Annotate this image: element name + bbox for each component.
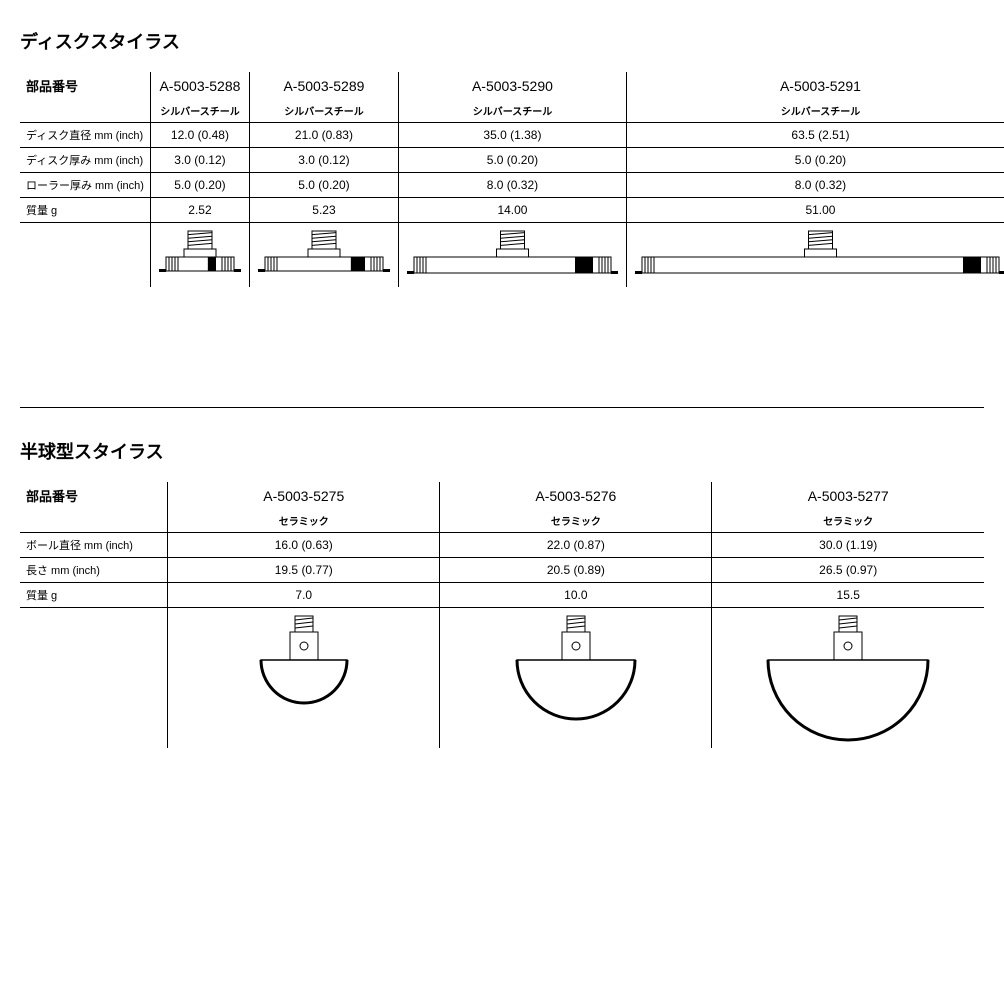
spec-value: 8.0 (0.32) [398,173,626,198]
spec-row-label: ローラー厚み mm (inch) [20,173,150,198]
spec-value: 35.0 (1.38) [398,123,626,148]
spec-row-label: ディスク厚み mm (inch) [20,148,150,173]
spec-value: 3.0 (0.12) [150,148,249,173]
spec-value: 5.0 (0.20) [249,173,398,198]
spec-value: 5.0 (0.20) [626,148,1004,173]
material-label: セラミック [440,509,712,533]
part-number: A-5003-5290 [398,72,626,99]
spec-row-label: 長さ mm (inch) [20,558,168,583]
product-drawing [249,223,398,288]
product-drawing [712,608,984,749]
material-label: シルバースチール [150,99,249,123]
material-label: シルバースチール [249,99,398,123]
product-drawing [168,608,440,749]
part-number: A-5003-5277 [712,482,984,509]
spec-value: 20.5 (0.89) [440,558,712,583]
spec-value: 7.0 [168,583,440,608]
material-label: シルバースチール [626,99,1004,123]
spec-row-label: 質量 g [20,583,168,608]
spec-value: 63.5 (2.51) [626,123,1004,148]
spec-value: 12.0 (0.48) [150,123,249,148]
part-number: A-5003-5276 [440,482,712,509]
spec-value: 14.00 [398,198,626,223]
disc-stylus-table: 部品番号A-5003-5288A-5003-5289A-5003-5290A-5… [20,72,1004,287]
part-number-label: 部品番号 [20,72,150,99]
material-label: セラミック [712,509,984,533]
spec-value: 5.23 [249,198,398,223]
section2-title: 半球型スタイラス [20,438,984,464]
spec-value: 5.0 (0.20) [398,148,626,173]
part-number-label: 部品番号 [20,482,168,509]
material-label: シルバースチール [398,99,626,123]
spec-row-label: ディスク直径 mm (inch) [20,123,150,148]
spec-value: 19.5 (0.77) [168,558,440,583]
spec-value: 16.0 (0.63) [168,533,440,558]
spec-value: 3.0 (0.12) [249,148,398,173]
part-number: A-5003-5288 [150,72,249,99]
part-number: A-5003-5291 [626,72,1004,99]
spec-value: 2.52 [150,198,249,223]
spec-value: 22.0 (0.87) [440,533,712,558]
product-drawing [440,608,712,749]
part-number: A-5003-5289 [249,72,398,99]
part-number: A-5003-5275 [168,482,440,509]
spec-value: 30.0 (1.19) [712,533,984,558]
spec-value: 8.0 (0.32) [626,173,1004,198]
spec-value: 15.5 [712,583,984,608]
section1-title: ディスクスタイラス [20,28,984,54]
product-drawing [626,223,1004,288]
spec-value: 51.00 [626,198,1004,223]
spec-value: 5.0 (0.20) [150,173,249,198]
section-divider [20,407,984,408]
spec-value: 10.0 [440,583,712,608]
product-drawing [398,223,626,288]
spec-value: 21.0 (0.83) [249,123,398,148]
spec-row-label: 質量 g [20,198,150,223]
hemisphere-stylus-table: 部品番号A-5003-5275A-5003-5276A-5003-5277セラミ… [20,482,984,748]
spec-value: 26.5 (0.97) [712,558,984,583]
product-drawing [150,223,249,288]
material-label: セラミック [168,509,440,533]
spec-row-label: ボール直径 mm (inch) [20,533,168,558]
